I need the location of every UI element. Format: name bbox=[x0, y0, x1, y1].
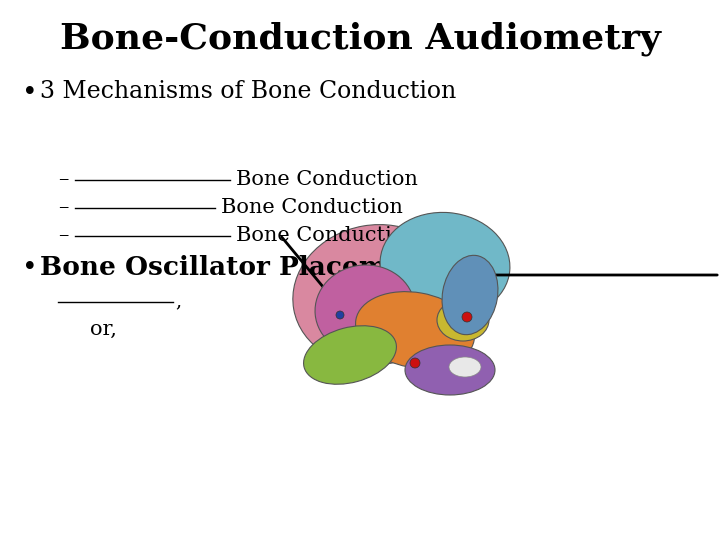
Ellipse shape bbox=[437, 299, 489, 341]
Text: 3 Mechanisms of Bone Conduction: 3 Mechanisms of Bone Conduction bbox=[40, 80, 456, 103]
Text: Bone Oscillator Placement: Bone Oscillator Placement bbox=[40, 255, 435, 280]
Circle shape bbox=[410, 358, 420, 368]
Text: –: – bbox=[58, 226, 68, 245]
Text: Bone Conduction: Bone Conduction bbox=[236, 226, 418, 245]
Ellipse shape bbox=[449, 357, 481, 377]
Circle shape bbox=[336, 311, 344, 319]
Ellipse shape bbox=[405, 345, 495, 395]
Text: •: • bbox=[22, 80, 37, 105]
Text: •: • bbox=[22, 255, 37, 280]
Ellipse shape bbox=[356, 292, 474, 368]
Ellipse shape bbox=[315, 265, 415, 355]
Text: –: – bbox=[58, 170, 68, 189]
Ellipse shape bbox=[304, 326, 397, 384]
Text: ,: , bbox=[175, 292, 181, 310]
Text: Bone-Conduction Audiometry: Bone-Conduction Audiometry bbox=[60, 22, 660, 57]
Text: Bone Conduction: Bone Conduction bbox=[236, 170, 418, 189]
Ellipse shape bbox=[380, 212, 510, 318]
Text: or,: or, bbox=[90, 320, 117, 339]
Text: Bone Conduction: Bone Conduction bbox=[221, 198, 403, 217]
Text: –: – bbox=[58, 198, 68, 217]
Ellipse shape bbox=[293, 225, 457, 366]
Circle shape bbox=[462, 312, 472, 322]
Ellipse shape bbox=[442, 255, 498, 335]
